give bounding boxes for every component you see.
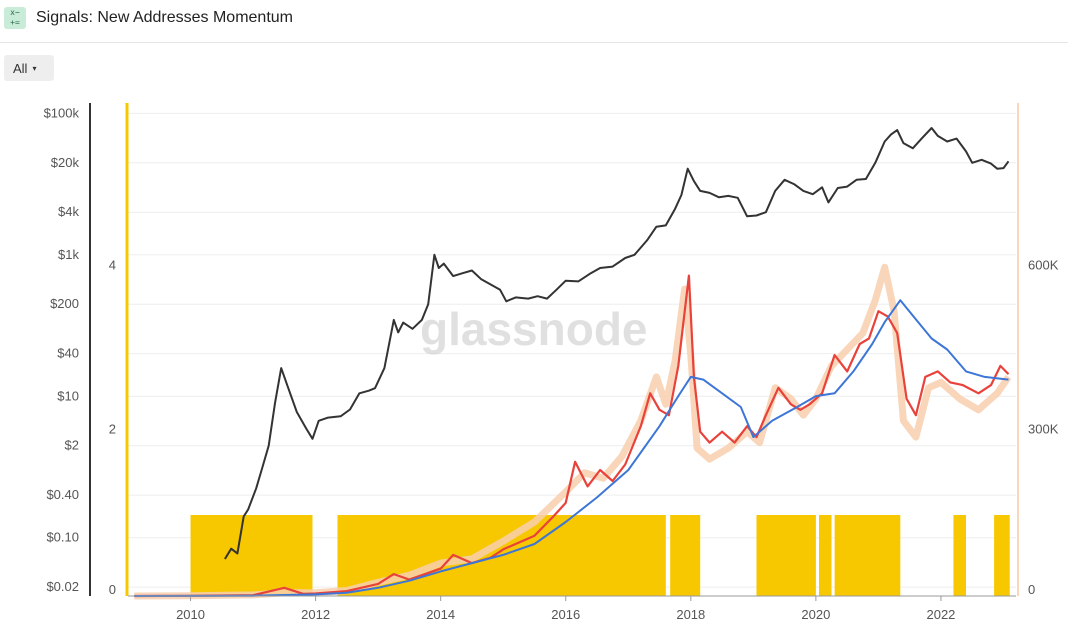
signal-band xyxy=(819,515,832,596)
x-tick-label: 2010 xyxy=(176,607,205,622)
signal-band xyxy=(834,515,901,596)
series-lines xyxy=(134,127,1012,600)
series-daily xyxy=(134,263,1012,600)
price-tick-label: $10 xyxy=(57,388,79,403)
signal-axis-ticks: 0 2 4 xyxy=(109,257,116,597)
watermark: glassnode xyxy=(420,303,648,355)
signal-tick-label: 2 xyxy=(109,422,116,437)
price-axis-ticks: $0.02 $0.10 $0.40 $2 $10 $40 $200 $1k $4k $20k $10… xyxy=(44,105,80,594)
price-tick-label: $0.40 xyxy=(46,487,79,502)
price-tick-label: $20k xyxy=(51,155,80,170)
signal-band xyxy=(190,515,313,596)
x-tick-label: 2012 xyxy=(301,607,330,622)
x-axis-ticks: 2010 2012 2014 2016 2018 2020 2022 xyxy=(176,596,955,622)
chart-header: x− += Signals: New Addresses Momentum xyxy=(0,0,1068,43)
signal-band xyxy=(953,515,966,596)
page-title: Signals: New Addresses Momentum xyxy=(36,9,293,26)
x-tick-label: 2020 xyxy=(801,607,830,622)
metric-icon: x− += xyxy=(4,7,26,29)
price-tick-label: $1k xyxy=(58,247,79,262)
price-tick-label: $4k xyxy=(58,204,79,219)
chart-axes xyxy=(89,103,1019,597)
signal-tick-label: 4 xyxy=(109,257,116,272)
addresses-axis-ticks: 0 300K 600K xyxy=(1028,257,1059,597)
time-range-dropdown[interactable]: All ▾ xyxy=(4,55,54,81)
series-long_ma xyxy=(134,299,1009,597)
addresses-tick-label: 300K xyxy=(1028,422,1059,437)
price-tick-label: $100k xyxy=(44,105,80,120)
x-tick-label: 2022 xyxy=(926,607,955,622)
chevron-down-icon: ▾ xyxy=(32,63,37,73)
time-range-label: All xyxy=(13,60,28,76)
series-price xyxy=(224,127,1010,560)
signal-band xyxy=(756,515,816,596)
price-tick-label: $0.02 xyxy=(46,579,79,594)
price-tick-label: $0.10 xyxy=(46,530,79,545)
signal-band xyxy=(670,515,701,596)
price-tick-label: $200 xyxy=(50,296,79,311)
x-tick-label: 2018 xyxy=(676,607,705,622)
signal-tick-label: 0 xyxy=(109,582,116,597)
price-tick-label: $40 xyxy=(57,346,79,361)
signal-periods xyxy=(190,515,1010,596)
addresses-tick-label: 0 xyxy=(1028,582,1035,597)
addresses-tick-label: 600K xyxy=(1028,257,1059,272)
x-tick-label: 2016 xyxy=(551,607,580,622)
x-tick-label: 2014 xyxy=(426,607,455,622)
price-tick-label: $2 xyxy=(65,438,79,453)
signal-band xyxy=(994,515,1010,596)
